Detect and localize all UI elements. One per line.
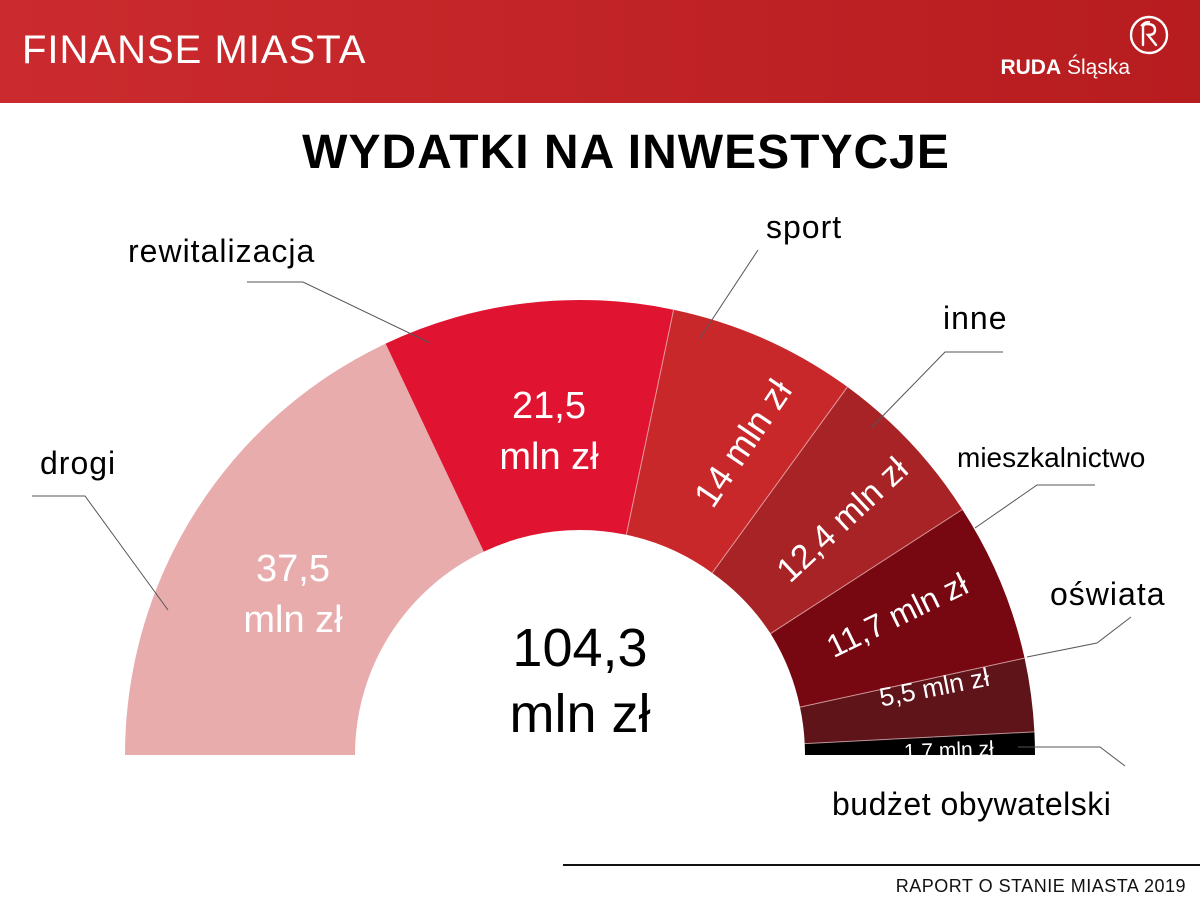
slice-oswiata: [800, 658, 1035, 744]
value-drogi-line1: 37,5: [256, 548, 330, 590]
header-title: FINANSE MIASTA: [22, 28, 367, 72]
label-rewitalizacja: rewitalizacja: [128, 233, 315, 269]
header-bar: FINANSE MIASTA RUDA Śląska: [0, 0, 1200, 103]
value-rewitalizacja-line1: 21,5: [512, 385, 586, 427]
label-mieszkalnictwo: mieszkalnictwo: [957, 442, 1145, 473]
label-inne: inne: [943, 300, 1008, 336]
slice-budzet-obywatelski: [804, 731, 1035, 755]
ruda-slaska-logo: RUDA Śląska: [1000, 56, 1130, 80]
slice-rewitalizacja: [385, 299, 674, 552]
label-sport: sport: [766, 209, 842, 245]
chart-title: WYDATKI NA INWESTYCJE: [302, 126, 950, 179]
total-value: 104,3: [512, 618, 647, 678]
slice-mieszkalnictwo: [770, 509, 1025, 708]
label-oswiata: oświata: [1050, 576, 1166, 612]
value-rewitalizacja-line2: mln zł: [499, 436, 599, 478]
leader-line-sport: [699, 249, 759, 339]
chart-slices: [125, 299, 1035, 755]
logo-text-light: Śląska: [1066, 56, 1130, 79]
category-labels: drogi rewitalizacja sport inne mieszkaln…: [40, 209, 1166, 822]
slice-drogi: [125, 343, 484, 755]
leader-line-drogi: [32, 495, 169, 611]
logo-text-bold: RUDA: [1000, 56, 1062, 79]
slice-separators: [625, 309, 1035, 745]
ruda-slaska-logo-icon: [1129, 15, 1169, 55]
leader-line-oswiata: [1026, 616, 1132, 658]
leader-line-budzet: [1018, 746, 1126, 767]
label-drogi: drogi: [40, 445, 116, 481]
slice-sport: [626, 309, 848, 573]
leader-line-mieszkalnictwo: [974, 484, 1095, 529]
slice-inne: [712, 386, 963, 634]
leader-line-inne: [870, 351, 1003, 429]
value-drogi-line2: mln zł: [243, 599, 343, 641]
value-budzet-obywatelski: 1,7 mln zł: [903, 737, 994, 763]
total-label: 104,3 mln zł: [509, 618, 650, 744]
label-budzet-obywatelski: budżet obywatelski: [832, 786, 1111, 822]
footer-divider: [563, 864, 1200, 866]
leader-lines: [32, 249, 1132, 767]
footer-report-title: RAPORT O STANIE MIASTA 2019: [895, 876, 1186, 896]
total-unit: mln zł: [509, 684, 650, 744]
leader-line-rewitalizacja: [247, 281, 431, 344]
